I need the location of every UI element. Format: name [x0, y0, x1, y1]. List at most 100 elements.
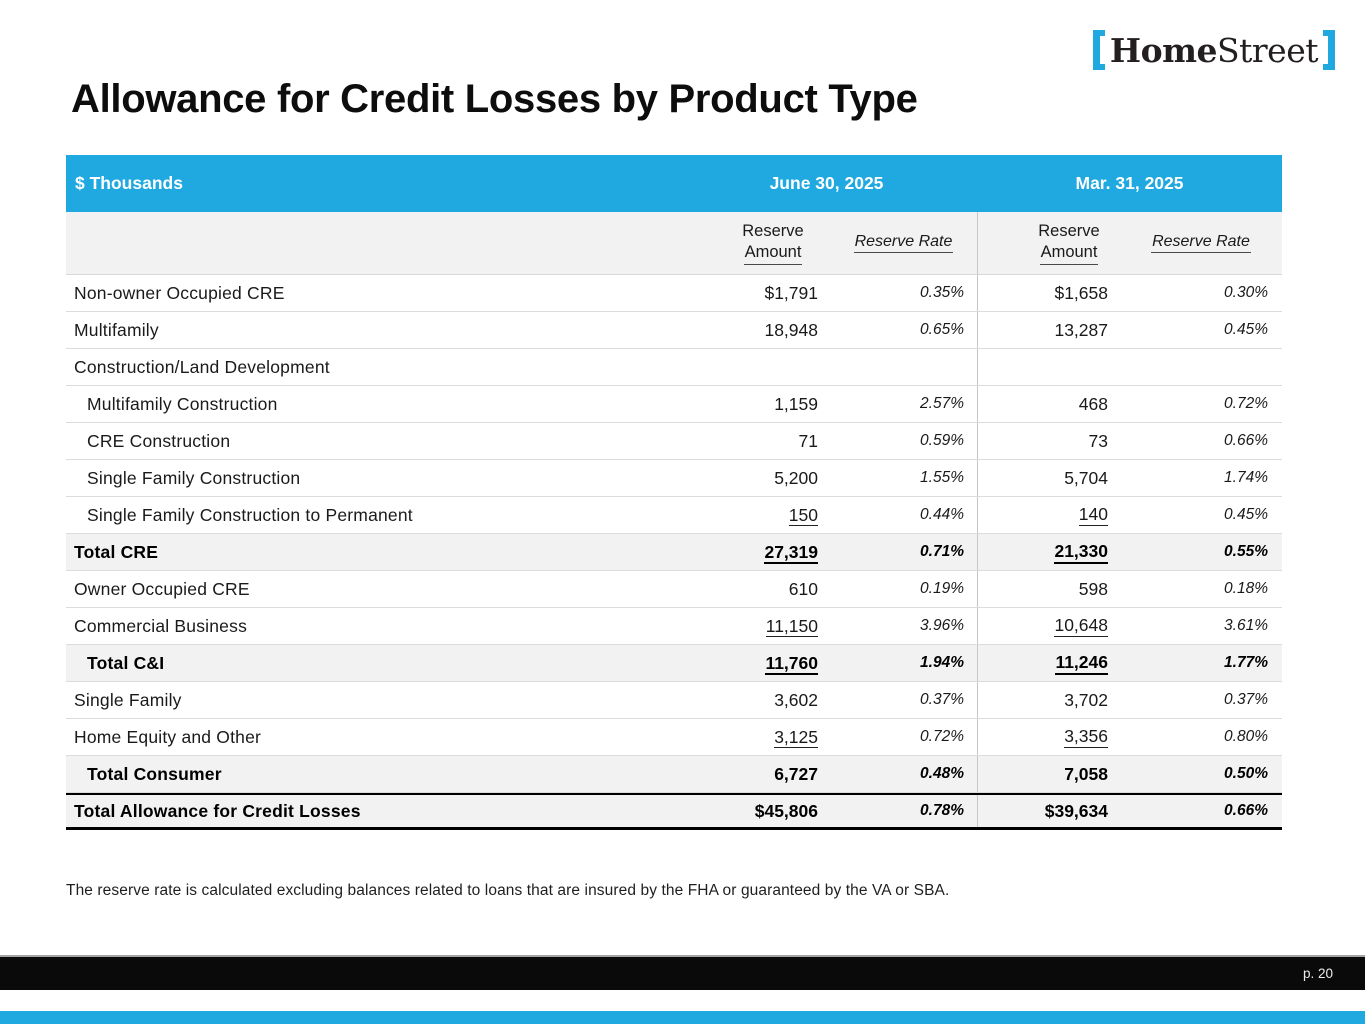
reserve-amount-line2: Amount — [1039, 242, 1099, 266]
reserve-rate-cell: 1.94% — [920, 654, 964, 671]
reserve-rate-cell: 0.37% — [1224, 691, 1268, 708]
bottom-accent-bar — [0, 1011, 1365, 1024]
logo-street-text: Street — [1217, 30, 1318, 70]
row-label: Multifamily Construction — [87, 393, 278, 414]
reserve-amount-cell: 11,246 — [977, 645, 1120, 681]
reserve-amount-cell: 468 — [977, 386, 1120, 422]
reserve-rate-cell: 0.66% — [1224, 432, 1268, 449]
table-row: Home Equity and Other 3,125 0.72% 3,356 0.80… — [66, 719, 1282, 756]
reserve-amount-cell: $39,634 — [977, 795, 1120, 827]
reserve-amount-cell: 21,330 — [977, 534, 1120, 570]
reserve-rate-cell: 0.44% — [920, 506, 964, 523]
table-subheader: Reserve Amount Reserve Rate Reserve Amou… — [66, 212, 1282, 275]
table-body: Non-owner Occupied CRE $1,791 0.35% $1,658 0… — [66, 275, 1282, 830]
reserve-amount-cell: 5,704 — [977, 460, 1120, 496]
reserve-rate-cell: 1.77% — [1224, 654, 1268, 671]
table-row: Multifamily Construction 1,159 2.57% 468 0.7… — [66, 386, 1282, 423]
units-header: $ Thousands — [75, 173, 183, 193]
footer-bar: p. 20 — [0, 955, 1365, 990]
row-label: Total CRE — [74, 541, 159, 562]
reserve-amount-cell: 610 — [788, 578, 818, 599]
reserve-amount-line1: Reserve — [742, 221, 804, 240]
reserve-amount-cell: 13,287 — [977, 312, 1120, 348]
subheader-spacer — [66, 212, 676, 274]
reserve-rate-cell: 0.72% — [1224, 395, 1268, 412]
table-row: Total Allowance for Credit Losses $45,806… — [66, 793, 1282, 830]
row-label: Single Family Construction to Permanent — [87, 504, 413, 525]
table-row: Total C&I 11,760 1.94% 11,246 1.77% — [66, 645, 1282, 682]
table-row: Construction/Land Development — [66, 349, 1282, 386]
reserve-rate-cell: 0.55% — [1224, 543, 1268, 560]
reserve-amount-cell: 11,150 — [765, 615, 818, 637]
reserve-rate-cell: 0.37% — [920, 691, 964, 708]
period-header-june: June 30, 2025 — [769, 173, 884, 193]
reserve-rate-cell: 3.96% — [920, 617, 964, 634]
homestreet-logo: HomeStreet — [1092, 30, 1335, 70]
reserve-amount-cell — [977, 349, 1120, 385]
reserve-rate-cell: 0.59% — [920, 432, 964, 449]
reserve-rate-cell: 0.80% — [1224, 728, 1268, 745]
row-label: Construction/Land Development — [74, 356, 330, 377]
table-row: Single Family Construction to Permanent 1… — [66, 497, 1282, 534]
reserve-amount-cell: 11,760 — [765, 652, 818, 675]
row-label: Single Family Construction — [87, 467, 301, 488]
row-label: Non-owner Occupied CRE — [74, 282, 285, 303]
reserve-amount-cell: 7,058 — [977, 756, 1120, 792]
reserve-amount-cell: 5,200 — [774, 467, 818, 488]
slide-title: Allowance for Credit Losses by Product T… — [71, 77, 918, 121]
reserve-rate-cell: 0.45% — [1224, 321, 1268, 338]
logo-bracket-left-icon — [1092, 30, 1105, 70]
table-row: Owner Occupied CRE 610 0.19% 598 0.18% — [66, 571, 1282, 608]
row-label: CRE Construction — [87, 430, 231, 451]
reserve-amount-cell: 73 — [977, 423, 1120, 459]
reserve-amount-cell: 10,648 — [977, 608, 1120, 644]
reserve-amount-cell: 6,727 — [774, 763, 818, 784]
reserve-amount-cell: 1,159 — [774, 393, 818, 414]
reserve-rate-cell: 0.66% — [1224, 802, 1268, 819]
logo-home-text: Home — [1109, 30, 1218, 70]
table-header-bar: $ Thousands June 30, 2025 Mar. 31, 2025 — [66, 155, 1282, 212]
reserve-rate-cell: 0.30% — [1224, 284, 1268, 301]
table-row: Single Family 3,602 0.37% 3,702 0.37% — [66, 682, 1282, 719]
row-label: Single Family — [74, 689, 182, 710]
reserve-amount-cell: 27,319 — [764, 541, 818, 564]
reserve-rate-cell: 0.18% — [1224, 580, 1268, 597]
row-label: Multifamily — [74, 319, 159, 340]
reserve-amount-cell: 18,948 — [764, 319, 818, 340]
reserve-rate-cell: 0.65% — [920, 321, 964, 338]
reserve-rate-cell: 0.19% — [920, 580, 964, 597]
table-row: Multifamily 18,948 0.65% 13,287 0.45% — [66, 312, 1282, 349]
row-label: Home Equity and Other — [74, 726, 262, 747]
reserve-rate-header-june: Reserve Rate — [830, 212, 977, 274]
table-row: Total CRE 27,319 0.71% 21,330 0.55% — [66, 534, 1282, 571]
reserve-rate-cell: 3.61% — [1224, 617, 1268, 634]
reserve-rate-cell: 1.74% — [1224, 469, 1268, 486]
reserve-amount-cell: 140 — [977, 497, 1120, 533]
reserve-amount-cell: 3,602 — [774, 689, 818, 710]
reserve-rate-header-march: Reserve Rate — [1120, 212, 1282, 274]
logo-wordmark: HomeStreet — [1109, 30, 1319, 70]
table-row: Commercial Business 11,150 3.96% 10,648 3.61… — [66, 608, 1282, 645]
reserve-rate-cell: 1.55% — [920, 469, 964, 486]
page-number: p. 20 — [1302, 966, 1333, 981]
reserve-rate-cell: 0.72% — [920, 728, 964, 745]
row-label: Total C&I — [87, 652, 165, 673]
table-row: Single Family Construction 5,200 1.55% 5,70… — [66, 460, 1282, 497]
reserve-amount-header-june: Reserve Amount — [676, 212, 830, 274]
reserve-amount-cell: 150 — [788, 504, 818, 526]
reserve-rate-cell: 0.78% — [920, 802, 964, 819]
table-row: Total Consumer 6,727 0.48% 7,058 0.50% — [66, 756, 1282, 793]
footnote: The reserve rate is calculated excluding… — [66, 882, 950, 899]
row-label: Total Consumer — [87, 763, 222, 784]
reserve-amount-header-march: Reserve Amount — [977, 212, 1120, 274]
logo-bracket-right-icon — [1323, 30, 1335, 70]
reserve-rate-cell: 2.57% — [920, 395, 964, 412]
reserve-amount-line2: Amount — [743, 242, 803, 266]
reserve-rate-cell: 0.48% — [920, 765, 964, 782]
reserve-rate-cell: 0.45% — [1224, 506, 1268, 523]
reserve-amount-cell: 3,356 — [977, 719, 1120, 755]
row-label: Owner Occupied CRE — [74, 578, 250, 599]
reserve-amount-cell: 598 — [977, 571, 1120, 607]
reserve-rate-cell: 0.35% — [920, 284, 964, 301]
